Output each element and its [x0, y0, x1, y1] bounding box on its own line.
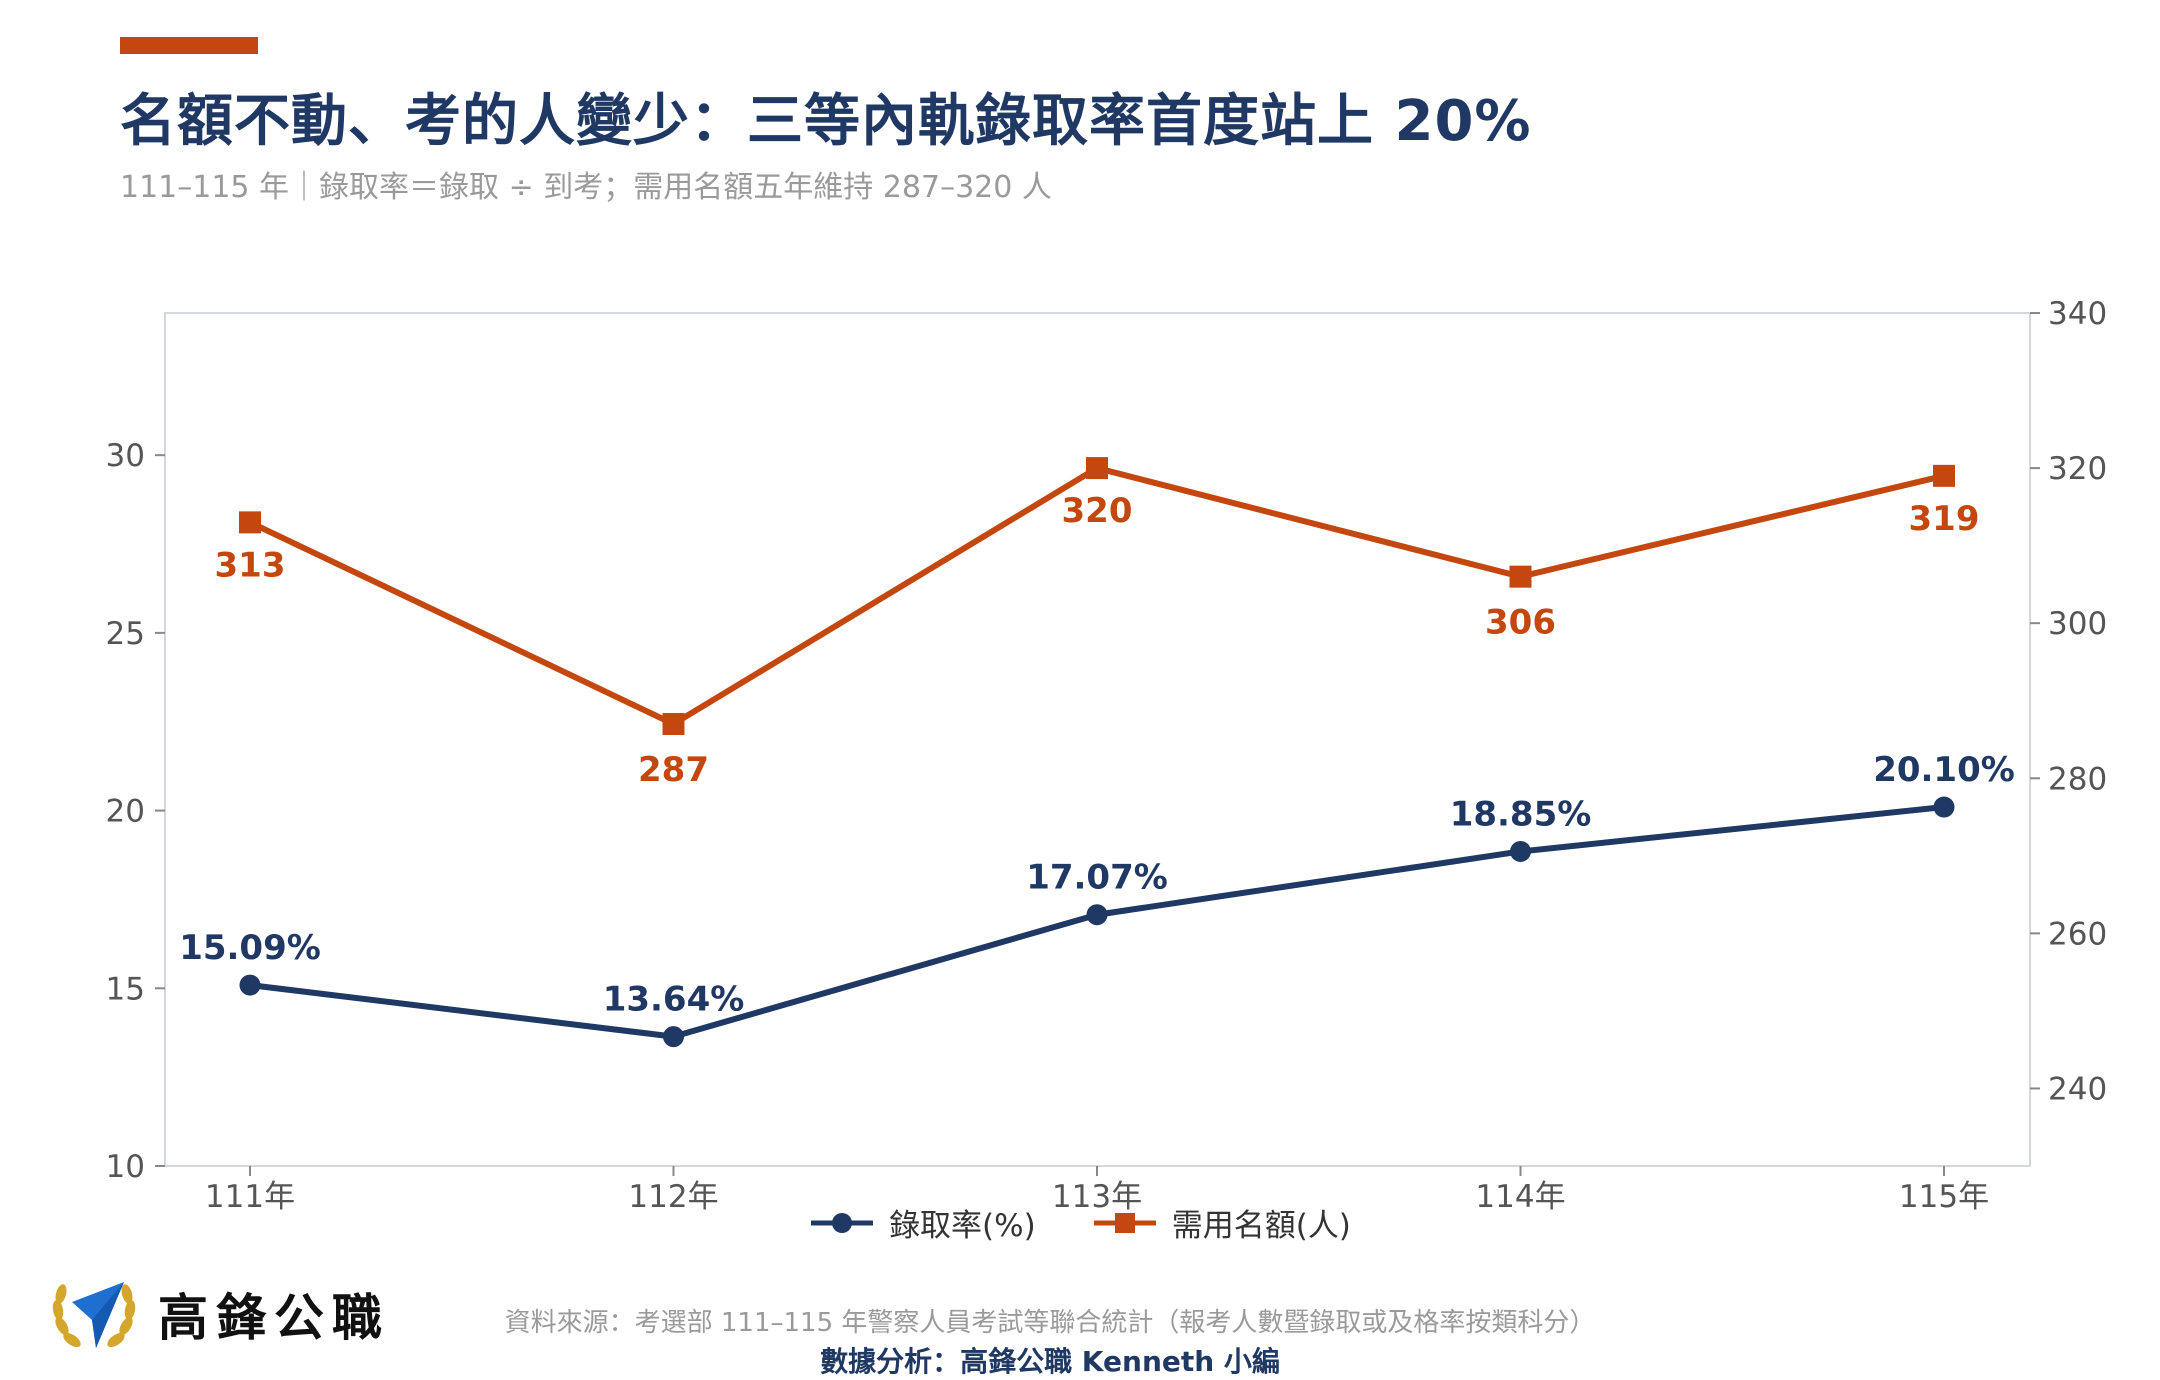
- square-marker-icon: [1093, 1212, 1156, 1233]
- quota-point: [1933, 464, 1955, 487]
- left-axis-tick-label: 25: [106, 616, 145, 652]
- rate-point: [1510, 840, 1531, 862]
- rate-data-label: 18.85%: [1450, 794, 1592, 834]
- data-source-note: 資料來源：考選部 111–115 年警察人員考試等聯合統計（報考人數暨錄取或及格…: [504, 1308, 1596, 1338]
- quota-data-label: 313: [215, 545, 286, 585]
- left-axis-tick-label: 20: [106, 794, 145, 830]
- chart-legend: 錄取率(%) 需用名額(人): [0, 1200, 2160, 1245]
- right-axis-tick-label: 320: [2048, 451, 2107, 487]
- right-axis-tick-label: 340: [2048, 296, 2107, 332]
- legend-item-quota: 需用名額(人): [1092, 1200, 1351, 1245]
- brand-name: 高鋒公職: [158, 1289, 390, 1347]
- legend-label-rate: 錄取率(%): [889, 1208, 1036, 1244]
- rate-data-label: 13.64%: [603, 980, 745, 1020]
- circle-marker-icon: [811, 1212, 874, 1233]
- rate-point: [1086, 904, 1108, 926]
- x-axis-tick-label: 113年: [1052, 1179, 1142, 1215]
- right-axis-tick-label: 240: [2048, 1071, 2107, 1107]
- rate-data-label: 20.10%: [1873, 750, 2015, 790]
- chart-subtitle: 111–115 年｜錄取率＝錄取 ÷ 到考；需用名額五年維持 287–320 人: [120, 170, 1052, 205]
- rate-data-label: 17.07%: [1026, 858, 1168, 898]
- laurel-paper-plane-icon: [52, 1282, 136, 1348]
- left-axis-tick-label: 15: [106, 971, 145, 1007]
- quota-data-label: 320: [1062, 491, 1133, 531]
- quota-point: [1509, 565, 1532, 588]
- chart-title: 名額不動、考的人變少：三等內軌錄取率首度站上 20%: [120, 89, 1532, 154]
- right-axis-tick-label: 280: [2048, 761, 2107, 797]
- plot-frame: [164, 312, 2031, 1167]
- legend-label-quota: 需用名額(人): [1171, 1208, 1351, 1244]
- rate-point: [239, 974, 261, 996]
- x-axis-tick-label: 111年: [205, 1179, 295, 1215]
- title-accent-bar: [120, 37, 258, 54]
- left-axis-tick-label: 10: [106, 1149, 145, 1185]
- right-axis-tick-label: 260: [2048, 916, 2107, 952]
- quota-point: [239, 511, 261, 534]
- x-axis-tick-label: 115年: [1899, 1179, 1989, 1215]
- right-axis-tick-label: 300: [2048, 606, 2107, 642]
- x-axis-tick-label: 114年: [1475, 1179, 1565, 1215]
- rate-point: [663, 1026, 684, 1048]
- quota-point: [662, 712, 685, 735]
- quota-data-label: 306: [1485, 603, 1556, 643]
- rate-data-label: 15.09%: [179, 928, 321, 968]
- quota-data-label: 319: [1909, 499, 1980, 539]
- x-axis-tick-label: 112年: [628, 1179, 718, 1215]
- left-axis-tick-label: 30: [106, 438, 145, 474]
- brand-block: 高鋒公職: [48, 1268, 390, 1360]
- quota-point: [1086, 457, 1108, 480]
- rate-point: [1933, 796, 1955, 818]
- analysis-credit: 數據分析：高鋒公職 Kenneth 小編: [820, 1345, 1280, 1378]
- legend-item-rate: 錄取率(%): [809, 1200, 1036, 1245]
- quota-data-label: 287: [638, 750, 709, 790]
